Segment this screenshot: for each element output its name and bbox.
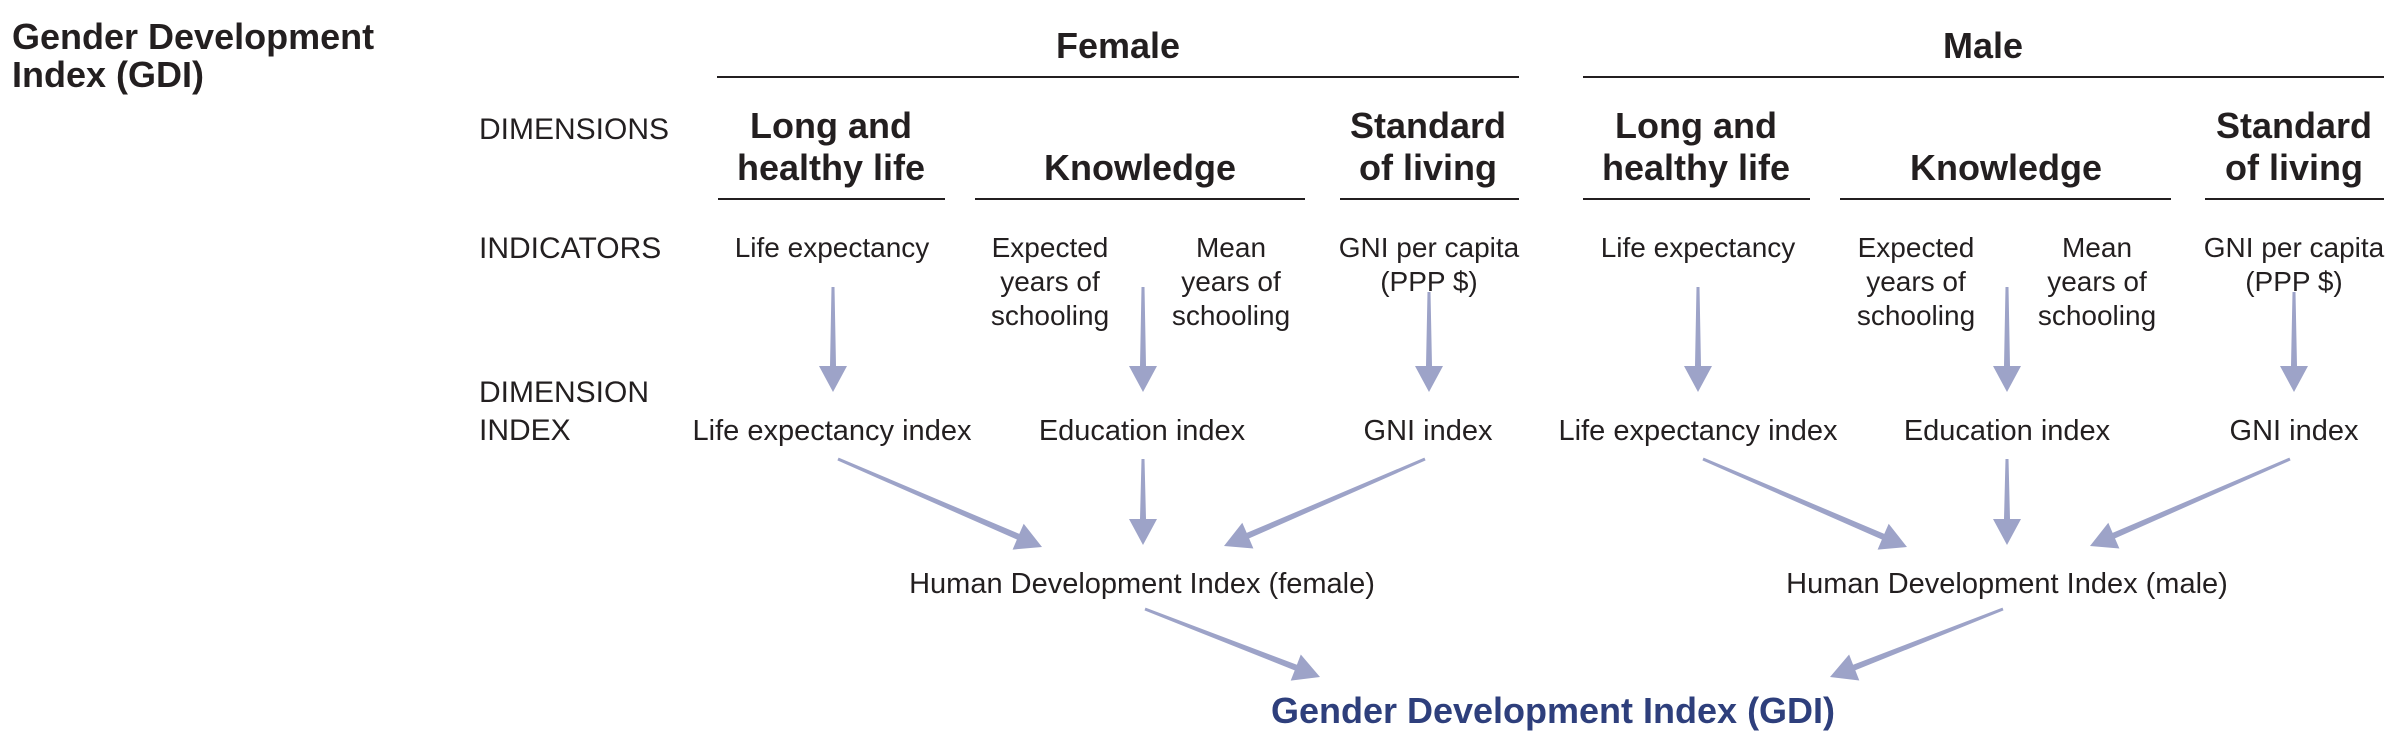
diagram-title: Gender Development Index (GDI) <box>12 18 402 94</box>
female-dim-living: Standard of living <box>1350 105 1506 189</box>
male-dim-knowledge: Knowledge <box>1909 147 2103 188</box>
diagram-title-text: Gender Development Index (GDI) <box>12 16 375 95</box>
male-ind-life-expectancy: Life expectancy <box>1600 232 1796 263</box>
female-heading: Female <box>1055 25 1181 66</box>
female-arrow-gni-to-index <box>1415 292 1443 392</box>
female-ind-gni-line2: (PPP $) <box>1380 266 1478 297</box>
female-dim-health-line1: Long and <box>750 105 912 146</box>
row-label-dimension-index-2: INDEX <box>479 414 571 447</box>
female-hdi-to-gdi-arrow <box>1144 607 1320 681</box>
male-hdi: Human Development Index (male) <box>1786 568 2228 600</box>
female-dim-knowledge: Knowledge <box>1043 147 1237 188</box>
male-ind-mean-schooling: Mean years of schooling <box>2038 231 2156 333</box>
female-ind-mean-line1: Mean <box>1195 232 1267 263</box>
male-ind-expected-line2: years of <box>1866 266 1966 297</box>
female-idx-education: Education index <box>1038 415 1246 447</box>
male-dim-living-line2: of living <box>2225 147 2363 188</box>
male-hdi-to-gdi-arrow <box>1830 607 2004 681</box>
male-idx-life-expectancy: Life expectancy index <box>1558 415 1838 447</box>
male-arrow-edu-index-to-hdi <box>1993 459 2021 545</box>
male-heading: Male <box>1942 25 2024 66</box>
female-idx-gni: GNI index <box>1363 415 1493 447</box>
female-dim-living-line2: of living <box>1359 147 1497 188</box>
row-label-dimension-index-1: DIMENSION <box>479 376 650 409</box>
male-idx-education: Education index <box>1903 415 2111 447</box>
female-hdi: Human Development Index (female) <box>909 568 1375 600</box>
male-dim-health-line1: Long and <box>1615 105 1777 146</box>
female-arrow-schooling-to-index <box>1129 287 1157 392</box>
female-ind-mean-schooling: Mean years of schooling <box>1172 231 1290 333</box>
female-arrow-life-to-index <box>819 287 847 392</box>
male-arrow-life-index-to-hdi <box>1702 457 1907 550</box>
female-ind-gni-line1: GNI per capita <box>1338 232 1520 263</box>
male-ind-gni-line2: (PPP $) <box>2245 266 2343 297</box>
female-ind-expected-schooling: Expected years of schooling <box>991 231 1109 333</box>
female-dim-health-line2: healthy life <box>736 147 926 188</box>
male-idx-gni: GNI index <box>2229 415 2359 447</box>
male-ind-expected-line1: Expected <box>1857 232 1975 263</box>
male-ind-gni-line1: GNI per capita <box>2203 232 2385 263</box>
female-ind-expected-line3: schooling <box>990 300 1110 331</box>
female-ind-expected-line2: years of <box>1000 266 1100 297</box>
male-dim-health: Long and healthy life <box>1602 105 1790 189</box>
female-ind-gni: GNI per capita (PPP $) <box>1339 231 1520 299</box>
male-ind-gni: GNI per capita (PPP $) <box>2204 231 2385 299</box>
female-ind-life-expectancy: Life expectancy <box>734 232 930 263</box>
female-ind-mean-line3: schooling <box>1171 300 1291 331</box>
female-idx-life-expectancy: Life expectancy index <box>692 415 972 447</box>
male-ind-mean-line2: years of <box>2047 266 2147 297</box>
male-ind-expected-schooling: Expected years of schooling <box>1857 231 1975 333</box>
gdi-result: Gender Development Index (GDI) <box>1270 690 1836 731</box>
male-arrow-gni-to-index <box>2280 292 2308 392</box>
female-arrow-gni-index-to-hdi <box>1224 457 1426 549</box>
female-ind-mean-line2: years of <box>1181 266 1281 297</box>
male-arrow-life-to-index <box>1684 287 1712 392</box>
male-ind-expected-line3: schooling <box>1856 300 1976 331</box>
female-arrow-life-index-to-hdi <box>837 457 1042 550</box>
male-dim-living-line1: Standard <box>2215 105 2373 146</box>
male-dim-health-line2: healthy life <box>1601 147 1791 188</box>
row-label-indicators: INDICATORS <box>479 232 662 265</box>
female-dim-health: Long and healthy life <box>737 105 925 189</box>
female-ind-expected-line1: Expected <box>991 232 1109 263</box>
male-arrow-gni-index-to-hdi <box>2090 457 2291 549</box>
male-arrow-schooling-to-index <box>1993 287 2021 392</box>
male-dim-living: Standard of living <box>2216 105 2372 189</box>
female-dim-living-line1: Standard <box>1349 105 1507 146</box>
male-ind-mean-line1: Mean <box>2061 232 2133 263</box>
female-arrow-edu-index-to-hdi <box>1129 459 1157 545</box>
row-label-dimensions: DIMENSIONS <box>479 113 670 146</box>
male-ind-mean-line3: schooling <box>2037 300 2157 331</box>
